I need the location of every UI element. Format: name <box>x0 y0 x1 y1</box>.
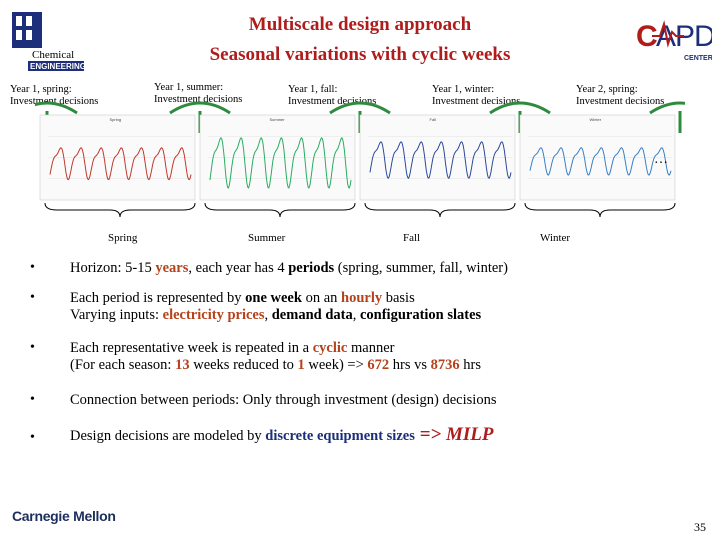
decision-label-y1-winter: Year 1, winter: Investment decisions <box>432 84 521 107</box>
decision-label-y1-summer: Year 1, summer: Investment decisions <box>154 82 243 105</box>
panel-title: Spring <box>110 117 122 122</box>
slide-title: Multiscale design approach <box>248 14 472 35</box>
capd-center-logo: C APD CENTER <box>632 10 716 66</box>
bullet-period-representation: Each period is represented by one week o… <box>70 290 482 323</box>
season-label-spring: Spring <box>108 232 138 244</box>
price-series-summer <box>209 137 352 189</box>
decision-arrow <box>169 101 231 115</box>
slide-subtitle: Seasonal variations with cyclic weeks <box>209 44 511 65</box>
season-brace <box>204 202 356 218</box>
bullet-horizon: Horizon: 5-15 years, each year has 4 per… <box>70 260 508 276</box>
season-brace <box>44 202 196 218</box>
decision-label-y1-spring: Year 1, spring: Investment decisions <box>10 84 99 107</box>
svg-text:ENGINEERING: ENGINEERING <box>30 62 86 71</box>
decision-arrow <box>16 101 78 115</box>
decision-label-y1-fall: Year 1, fall: Investment decisions <box>288 84 377 107</box>
price-series-fall <box>369 141 512 179</box>
season-label-fall: Fall <box>403 232 421 244</box>
svg-text:CENTER: CENTER <box>684 55 712 62</box>
panel-title: Summer <box>270 117 286 122</box>
price-series-winter <box>529 147 672 176</box>
bullet-cyclic-week: Each representative week is repeated in … <box>70 340 482 373</box>
seasonal-timeline-graphic: Spring Summer Fall Winter <box>16 85 711 245</box>
panel-title: Fall <box>430 117 437 122</box>
season-brace <box>364 202 516 218</box>
decision-label-y2-spring: Year 2, spring: Investment decisions <box>576 84 665 107</box>
page-number: 35 <box>694 520 706 534</box>
decision-arrow <box>329 101 391 115</box>
season-label-winter: Winter <box>540 232 571 244</box>
season-brace <box>524 202 676 218</box>
bullet-period-connection: Connection between periods: Only through… <box>70 392 497 408</box>
svg-text:C: C <box>636 20 657 53</box>
season-label-summer: Summer <box>248 232 286 244</box>
panel-title: Winter <box>590 117 602 122</box>
chemical-engineering-logo: Chemical ENGINEERING <box>10 10 102 72</box>
bullet-marker: • <box>30 290 35 305</box>
decision-arrow <box>489 101 551 115</box>
continuation-ellipsis: … <box>654 152 668 167</box>
bullet-marker: • <box>30 392 35 407</box>
bullet-design-decisions: Design decisions are modeled by discrete… <box>70 424 494 445</box>
bullet-marker: • <box>30 260 35 275</box>
price-series-spring <box>49 147 192 181</box>
svg-text:Chemical: Chemical <box>32 49 74 61</box>
carnegie-mellon-logo: Carnegie Mellon <box>12 508 116 524</box>
bullet-marker: • <box>30 430 35 445</box>
bullet-marker: • <box>30 340 35 355</box>
